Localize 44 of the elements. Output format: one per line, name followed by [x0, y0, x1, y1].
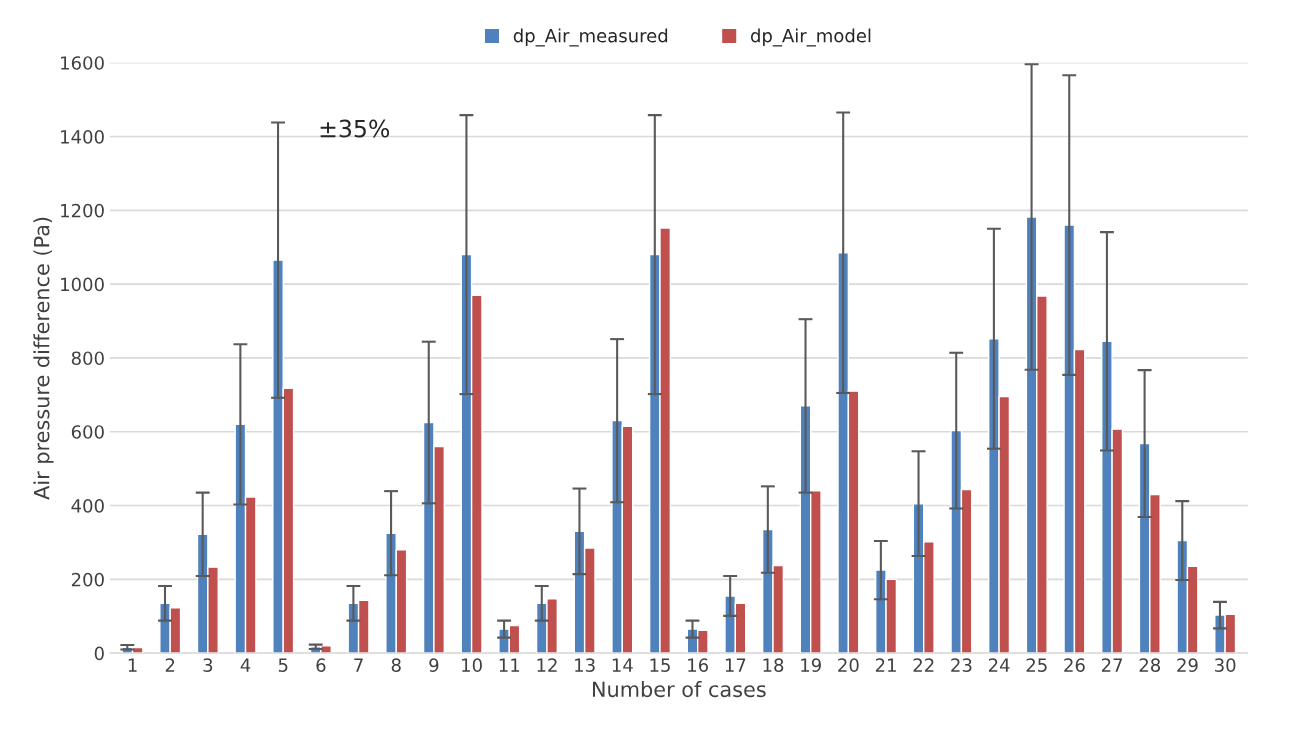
y-tick-label: 600	[71, 425, 104, 439]
y-tick-label: 1600	[61, 56, 104, 70]
annotation: ±35%	[320, 119, 390, 138]
x-tick-label: 12	[537, 658, 557, 672]
x-tick-label: 27	[1101, 658, 1123, 672]
x-tick-label: 22	[913, 658, 934, 672]
y-tick-label: 0	[94, 646, 104, 661]
y-tick-label: 800	[71, 351, 104, 366]
x-tick-label: 21	[875, 658, 896, 672]
x-tick-label: 7	[354, 658, 363, 672]
x-tick-label: 20	[838, 658, 859, 672]
x-axis-title: Number of cases	[592, 681, 766, 698]
x-tick-label: 29	[1177, 658, 1198, 672]
y-axis-title: Air pressure difference (Pa)	[33, 217, 54, 500]
y-tick-label: 1000	[61, 277, 104, 292]
x-tick-label: 14	[612, 658, 633, 672]
x-tick-label: 2	[165, 658, 175, 672]
x-tick-label: 25	[1026, 658, 1047, 672]
x-tick-label: 17	[725, 658, 746, 672]
y-tick-label: 400	[71, 498, 104, 513]
x-tick-label: 1	[128, 658, 137, 672]
x-tick-label: 23	[951, 658, 972, 672]
x-tick-label: 11	[499, 658, 520, 672]
y-tick-label: 1400	[61, 129, 104, 144]
x-tick-label: 30	[1215, 658, 1236, 672]
legend-label: dp_Air_model	[750, 28, 871, 47]
x-tick-label: 13	[575, 658, 595, 672]
x-tick-label: 8	[391, 658, 401, 672]
x-tick-label: 28	[1139, 658, 1161, 672]
y-tick-label: 1200	[61, 203, 104, 218]
x-tick-label: 19	[801, 658, 821, 672]
x-tick-label: 18	[763, 658, 784, 672]
x-tick-label: 3	[203, 658, 213, 672]
x-tick-label: 6	[316, 658, 326, 672]
x-tick-label: 10	[462, 658, 482, 672]
x-tick-label: 9	[429, 658, 439, 672]
legend-label: dp_Air_measured	[513, 28, 668, 47]
y-tick-label: 200	[71, 572, 104, 587]
x-tick-label: 16	[688, 658, 709, 672]
x-tick-label: 5	[278, 658, 288, 672]
x-tick-label: 15	[650, 658, 670, 672]
x-tick-label: 24	[988, 658, 1010, 672]
x-tick-label: 26	[1064, 658, 1085, 672]
x-tick-label: 4	[240, 658, 251, 672]
